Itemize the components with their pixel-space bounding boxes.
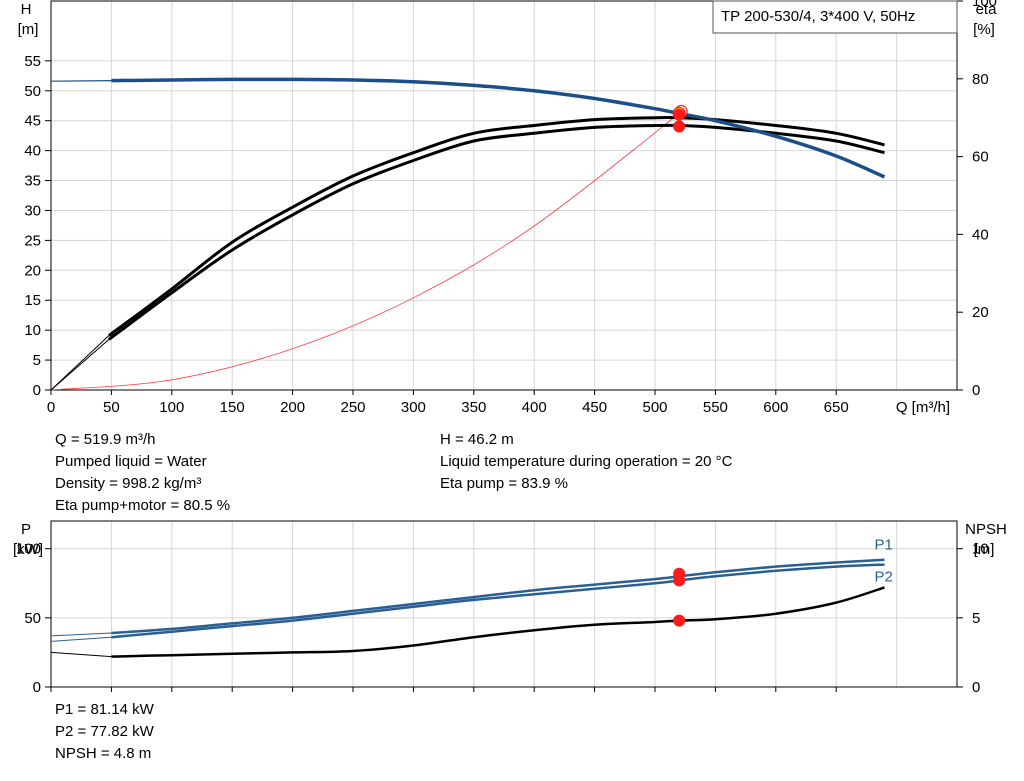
power-y-axis-unit: [kW]	[13, 541, 43, 558]
p1-series-label: P1	[875, 537, 893, 554]
system-curve	[50, 113, 680, 391]
x-tick-label: 0	[47, 399, 55, 416]
info-liquid-temperature: Liquid temperature during operation = 20…	[440, 453, 733, 470]
p1-curve	[111, 558, 885, 635]
head-y2-tick-label: 40	[972, 226, 989, 243]
power-y-tick-label: 0	[33, 679, 41, 696]
power-y2-axis-title: NPSH	[965, 521, 1007, 538]
x-tick-label: 550	[703, 399, 728, 416]
p2-duty-point	[673, 574, 686, 587]
head-y-tick-label: 50	[24, 83, 41, 100]
info-eta-pump: Eta pump = 83.9 %	[440, 475, 568, 492]
x-tick-label: 150	[220, 399, 245, 416]
eta-pump-motor-duty-point	[673, 120, 686, 133]
head-curve	[111, 77, 886, 179]
x-tick-label: 500	[642, 399, 667, 416]
power-y-axis-title: P	[21, 521, 31, 538]
x-tick-label: 650	[824, 399, 849, 416]
p1-curve-start	[50, 632, 112, 637]
pump-label: TP 200-530/4, 3*400 V, 50Hz	[721, 8, 915, 25]
info-eta-pump-motor: Eta pump+motor = 80.5 %	[55, 497, 231, 514]
info-npsh: NPSH = 4.8 m	[55, 745, 152, 762]
x-axis-title: Q [m³/h]	[896, 399, 950, 416]
power-y2-axis-unit: [m]	[974, 541, 995, 558]
head-y-tick-label: 10	[24, 322, 41, 339]
head-y-axis-unit: [m]	[18, 21, 39, 38]
head-y2-axis-title: eta	[976, 1, 998, 18]
head-y-tick-label: 20	[24, 262, 41, 279]
head-y-tick-label: 0	[33, 382, 41, 399]
x-tick-label: 450	[582, 399, 607, 416]
x-tick-label: 200	[280, 399, 305, 416]
head-y-tick-label: 55	[24, 53, 41, 70]
info-top-left: Q = 519.9 m³/h Pumped liquid = Water Den…	[55, 429, 230, 517]
head-y-tick-label: 15	[24, 292, 41, 309]
info-flow: Q = 519.9 m³/h	[55, 431, 156, 448]
power-y2-tick-label: 5	[972, 610, 980, 627]
eta-pump-curve-start	[50, 339, 110, 391]
info-density: Density = 998.2 kg/m³	[55, 475, 202, 492]
head-y2-tick-label: 0	[972, 382, 980, 399]
head-y2-axis-unit: [%]	[973, 21, 995, 38]
info-p1: P1 = 81.14 kW	[55, 701, 154, 718]
head-y-tick-label: 30	[24, 202, 41, 219]
x-tick-label: 50	[103, 399, 120, 416]
head-y2-tick-label: 100	[972, 0, 997, 10]
x-tick-label: 400	[522, 399, 547, 416]
power-plot-area	[51, 521, 957, 687]
head-y2-tick-label: 60	[972, 149, 989, 166]
x-tick-label: 100	[159, 399, 184, 416]
x-tick-label: 600	[763, 399, 788, 416]
pump-label-box	[712, 0, 958, 34]
npsh-curve	[111, 586, 885, 658]
head-curve-start	[50, 79, 112, 82]
npsh-duty-point	[673, 614, 686, 627]
x-tick-label: 250	[340, 399, 365, 416]
head-plot-frame	[50, 0, 958, 391]
power-y2-tick-label: 10	[972, 541, 989, 558]
eta-duty-point	[673, 108, 686, 121]
x-tick-label: 300	[401, 399, 426, 416]
head-y2-tick-label: 80	[972, 71, 989, 88]
power-y-tick-label: 50	[24, 610, 41, 627]
head-y2-tick-label: 20	[972, 304, 989, 321]
head-y-tick-label: 25	[24, 232, 41, 249]
info-head: H = 46.2 m	[440, 431, 514, 448]
info-p2: P2 = 77.82 kW	[55, 723, 154, 740]
npsh-curve-start	[50, 651, 112, 658]
head-y-tick-label: 35	[24, 173, 41, 190]
x-tick-label: 350	[461, 399, 486, 416]
head-y-axis-title: H	[21, 1, 32, 18]
p2-curve	[111, 563, 885, 639]
head-y-tick-label: 5	[33, 352, 41, 369]
power-y2-tick-label: 0	[972, 679, 980, 696]
head-y-tick-label: 45	[24, 113, 41, 130]
info-bottom: P1 = 81.14 kW P2 = 77.82 kW NPSH = 4.8 m	[55, 699, 154, 765]
info-top-right: H = 46.2 m Liquid temperature during ope…	[440, 429, 732, 495]
p2-curve-start	[50, 636, 112, 642]
p2-series-label: P2	[875, 569, 893, 586]
power-plot-frame	[50, 520, 958, 688]
head-y-tick-label: 40	[24, 143, 41, 160]
head-plot-area	[51, 1, 957, 390]
power-y-tick-label: 100	[16, 541, 41, 558]
info-pumped-liquid: Pumped liquid = Water	[55, 453, 207, 470]
eta-curve	[108, 115, 885, 337]
